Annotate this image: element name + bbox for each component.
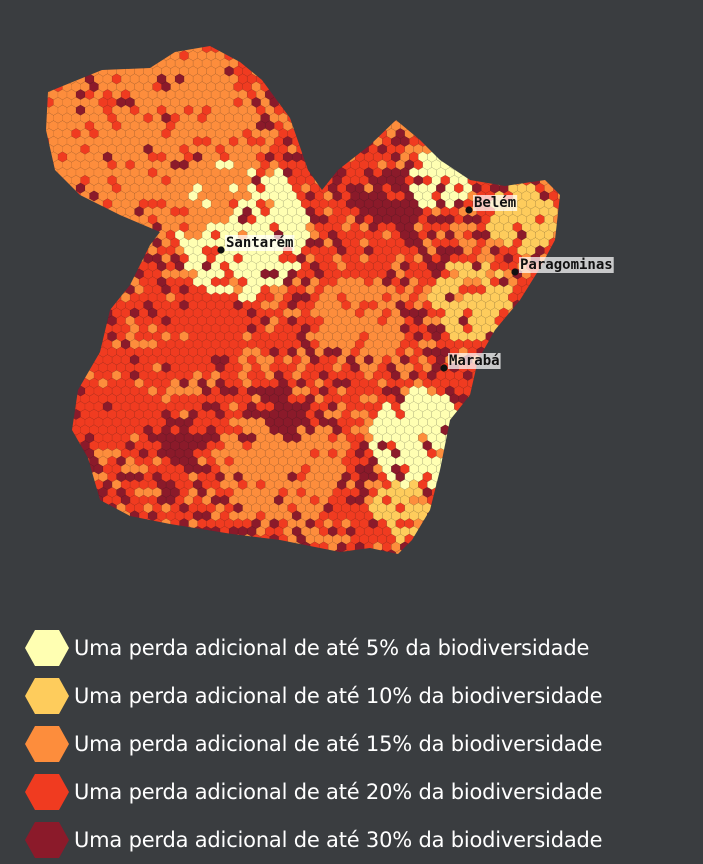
legend-label: Uma perda adicional de até 15% da biodiv… — [74, 732, 603, 756]
city-label: Marabá — [449, 353, 500, 369]
city-dot — [440, 364, 448, 372]
city-label: Santarém — [226, 235, 293, 251]
legend-item-20pct: Uma perda adicional de até 20% da biodiv… — [24, 768, 694, 816]
legend-label: Uma perda adicional de até 5% da biodive… — [74, 636, 590, 660]
legend-item-10pct: Uma perda adicional de até 10% da biodiv… — [24, 672, 694, 720]
city-marker-paragominas: Paragominas — [511, 257, 614, 276]
legend-label: Uma perda adicional de até 10% da biodiv… — [74, 684, 603, 708]
legend-item-5pct: Uma perda adicional de até 5% da biodive… — [24, 624, 694, 672]
city-marker-santarem: Santarém — [217, 235, 295, 254]
city-label: Belém — [474, 195, 516, 211]
city-marker-maraba: Marabá — [440, 353, 501, 372]
hexagon-icon — [25, 726, 69, 762]
hexagon-icon — [25, 678, 69, 714]
hexagon-icon — [25, 630, 69, 666]
city-dot — [465, 206, 473, 214]
legend-item-15pct: Uma perda adicional de até 15% da biodiv… — [24, 720, 694, 768]
legend-label: Uma perda adicional de até 30% da biodiv… — [74, 828, 603, 852]
hexagon-icon — [25, 822, 69, 858]
legend-item-30pct: Uma perda adicional de até 30% da biodiv… — [24, 816, 694, 864]
city-label-background — [473, 195, 518, 211]
city-label-background — [225, 235, 295, 251]
city-label-background — [448, 353, 501, 369]
city-label-background — [519, 257, 614, 273]
city-label: Paragominas — [520, 257, 613, 273]
biodiversity-hex-map: Santarém Belém Paragominas Marabá — [46, 46, 614, 554]
city-dot — [511, 268, 519, 276]
city-dot — [217, 246, 225, 254]
legend-label: Uma perda adicional de até 20% da biodiv… — [74, 780, 603, 804]
hexagon-icon — [25, 774, 69, 810]
city-marker-belem: Belém — [465, 195, 518, 214]
legend: Uma perda adicional de até 5% da biodive… — [24, 624, 694, 864]
